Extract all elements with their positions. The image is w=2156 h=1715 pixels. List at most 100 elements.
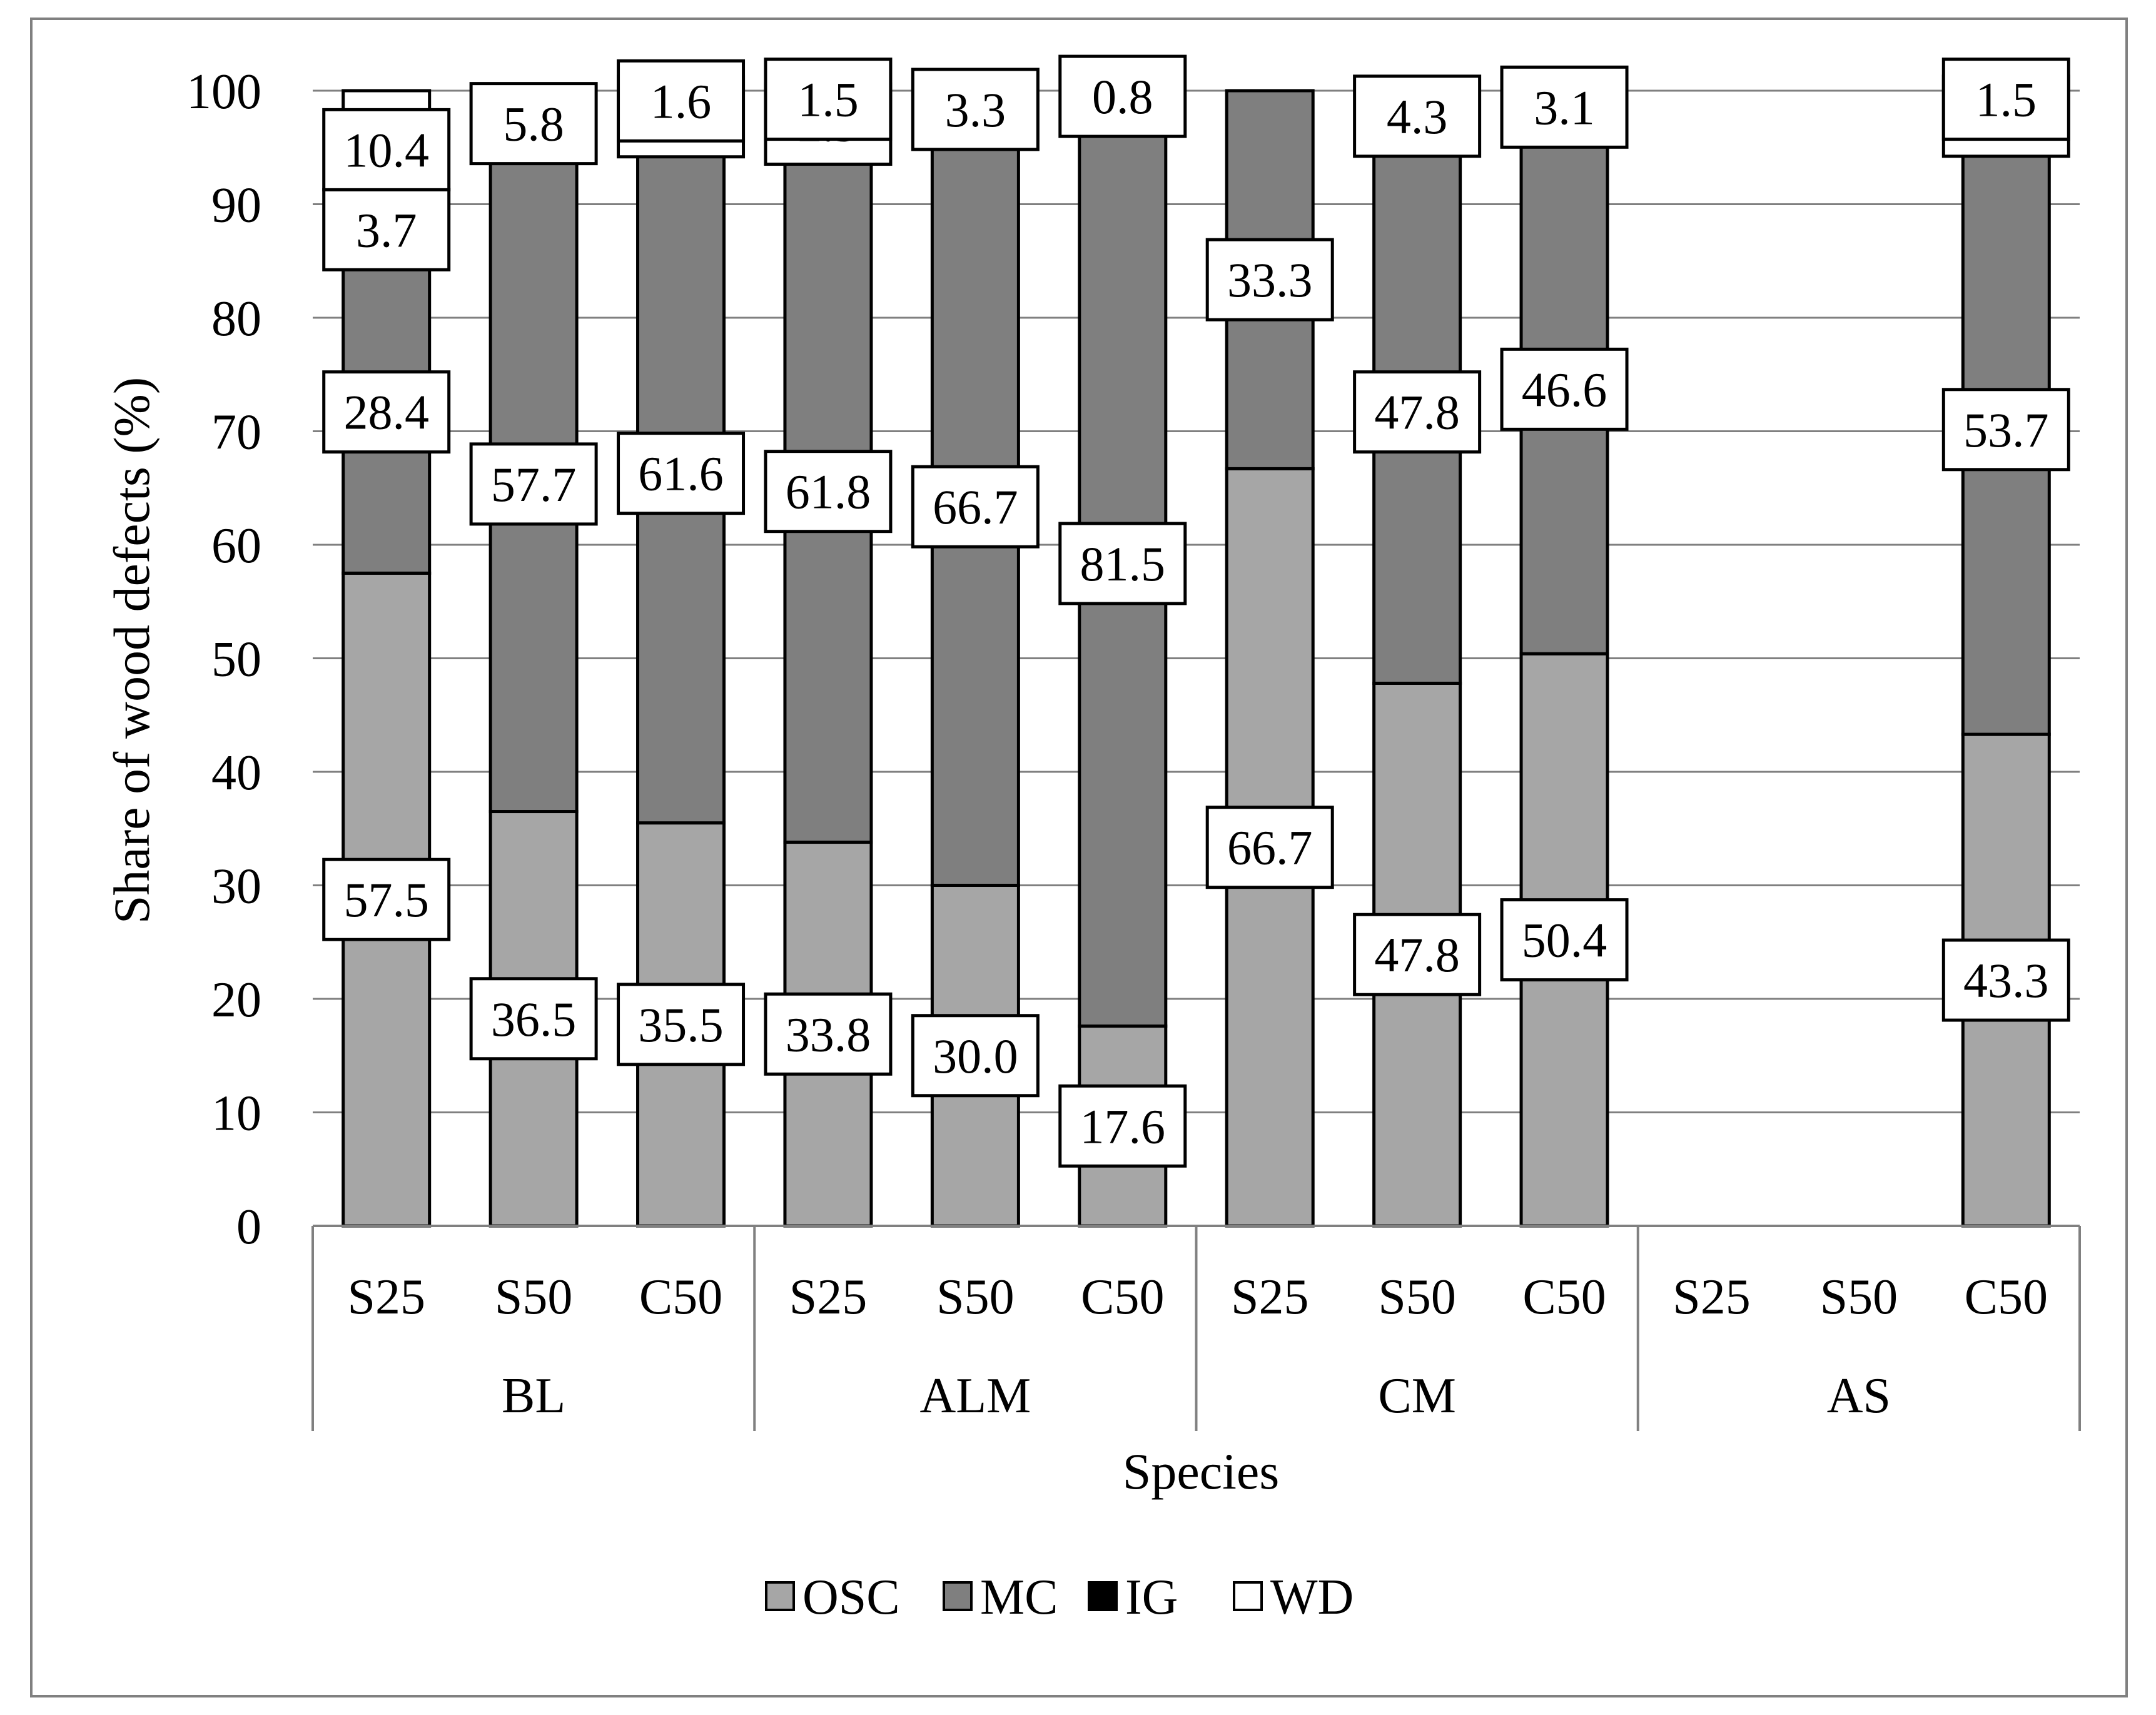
data-label-box [1941, 938, 2070, 1022]
data-label-box [1500, 65, 1629, 149]
data-label-text: 50.4 [1522, 913, 1607, 968]
y-tick-label: 90 [211, 178, 261, 233]
data-label-text: 17.6 [1080, 1099, 1166, 1153]
y-tick-label: 0 [236, 1200, 261, 1255]
legend-swatch-wd [1233, 1581, 1263, 1611]
x-tick-label: C50 [1081, 1270, 1164, 1325]
data-label-box [1205, 806, 1334, 889]
data-label-text: 3.3 [945, 83, 1006, 137]
data-label: 3.3 [911, 68, 1040, 151]
x-tick-label: S25 [789, 1270, 868, 1325]
x-axis: S25 S50 C50 S25 S50 C50 S25 S50 C50 S25 S50 C50 BL AL… [311, 1225, 2081, 1431]
data-label-box [911, 68, 1040, 151]
data-label-box [764, 58, 893, 141]
x-axis-title: Species [1123, 1443, 1279, 1500]
data-label-box [322, 188, 451, 271]
x-tick-label: S50 [1820, 1270, 1898, 1325]
data-label-text: 57.5 [343, 873, 429, 927]
data-label: 66.7 [911, 465, 1040, 549]
data-label-box [617, 432, 746, 515]
data-label-box [764, 450, 893, 534]
data-label-box [911, 1014, 1040, 1098]
data-label-text: 61.8 [786, 465, 871, 519]
data-label: 35.5 [617, 983, 746, 1066]
x-group-label: CM [1378, 1368, 1456, 1424]
data-label: 47.8 [1353, 913, 1482, 996]
data-label-box [911, 465, 1040, 549]
data-label-box [617, 983, 746, 1066]
data-label-text: 4.3 [1387, 89, 1448, 144]
y-tick-label: 40 [211, 746, 261, 801]
data-label-text: 66.7 [1227, 821, 1313, 875]
data-label-text: 1.5 [797, 73, 859, 127]
data-label-text: 46.6 [1522, 362, 1607, 417]
y-tick-label: 60 [211, 519, 261, 574]
y-tick-label: 10 [211, 1086, 261, 1141]
data-label-text: 81.5 [1080, 537, 1166, 591]
data-label-box [764, 992, 893, 1076]
data-label-box [1205, 238, 1334, 321]
data-label: 1.5 [764, 58, 893, 141]
x-tick-label: S25 [1673, 1270, 1751, 1325]
y-tick-label: 100 [186, 64, 261, 119]
x-tick-label: C50 [639, 1270, 722, 1325]
data-label: 28.4 [322, 370, 451, 454]
y-tick-label: 20 [211, 973, 261, 1028]
data-label: 17.6 [1058, 1084, 1187, 1168]
data-label-text: 10.4 [343, 123, 429, 177]
data-label-text: 53.7 [1963, 403, 2049, 457]
data-label: 1.6 [617, 59, 746, 143]
data-label-text: 1.5 [1976, 73, 2037, 127]
x-tick-label: C50 [1522, 1270, 1606, 1325]
data-label-box [1353, 913, 1482, 996]
y-tick-label: 80 [211, 291, 261, 347]
x-tick-label: S50 [495, 1270, 573, 1325]
x-group-label: AS [1827, 1368, 1891, 1424]
legend-label: WD [1270, 1570, 1354, 1625]
legend-label: MC [980, 1570, 1058, 1625]
data-label-box [469, 82, 598, 166]
legend-label: IG [1125, 1570, 1178, 1625]
x-tick-label: S50 [936, 1270, 1015, 1325]
data-label: 61.6 [617, 432, 746, 515]
data-label-text: 66.7 [933, 480, 1018, 534]
data-label: 4.3 [1353, 74, 1482, 158]
x-group-label: BL [502, 1368, 565, 1424]
data-label-box [1500, 898, 1629, 982]
data-label-box [1353, 74, 1482, 158]
legend-swatch-osc [765, 1581, 795, 1611]
data-label-text: 28.4 [343, 385, 429, 440]
data-label-box [322, 857, 451, 941]
data-label: 43.3 [1941, 938, 2070, 1022]
data-label-text: 33.3 [1227, 253, 1313, 307]
data-label: 46.6 [1500, 347, 1629, 431]
data-label-text: 47.8 [1374, 385, 1460, 440]
data-label-text: 33.8 [786, 1007, 871, 1061]
y-axis-title: Share of wood defects (%) [103, 377, 160, 924]
data-label: 57.7 [469, 442, 598, 526]
data-label-box [1058, 54, 1187, 138]
data-label-text: 5.8 [503, 97, 564, 151]
data-label-box [1941, 58, 2070, 141]
data-label-text: 61.6 [638, 447, 724, 501]
data-label: 61.8 [764, 450, 893, 534]
data-label-text: 3.7 [356, 203, 417, 257]
x-tick-label: S25 [1231, 1270, 1309, 1325]
data-label: 50.4 [1500, 898, 1629, 982]
data-label-text: 30.0 [933, 1029, 1018, 1083]
data-label-text: 57.7 [491, 457, 577, 512]
data-label: 47.8 [1353, 370, 1482, 454]
data-label: 53.7 [1941, 388, 2070, 472]
data-label: 33.3 [1205, 238, 1334, 321]
data-label-box [1500, 347, 1629, 431]
y-axis: 0 10 20 30 40 50 60 70 80 90 100 [186, 64, 261, 1255]
data-label-text: 3.1 [1534, 80, 1595, 134]
data-label: 1.5 [1941, 58, 2070, 141]
data-label: 66.7 [1205, 806, 1334, 889]
data-label-box [469, 442, 598, 526]
y-tick-label: 70 [211, 405, 261, 460]
data-label-box [469, 977, 598, 1061]
data-label: 30.0 [911, 1014, 1040, 1098]
data-label: 81.5 [1058, 522, 1187, 605]
